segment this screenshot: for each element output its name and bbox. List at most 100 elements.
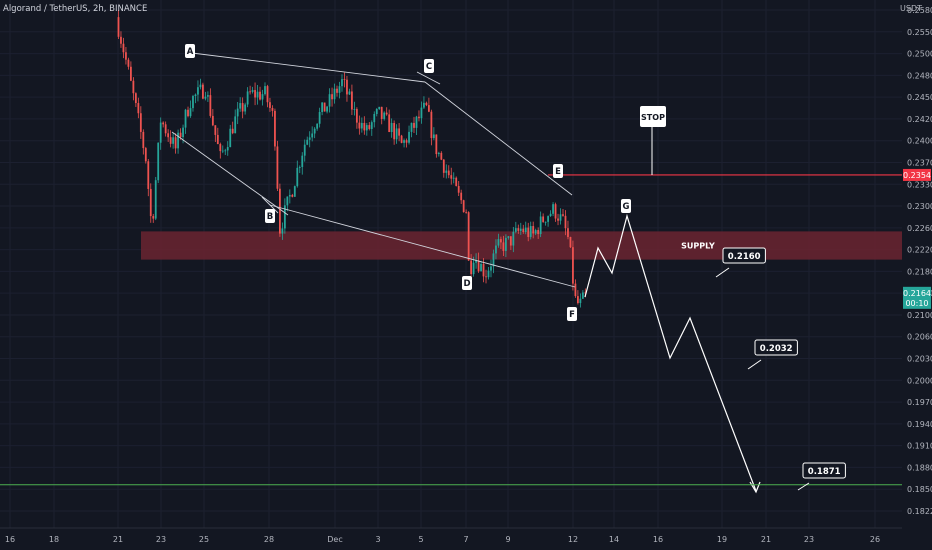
candle-body xyxy=(420,107,423,119)
candle-body xyxy=(554,204,557,219)
point-c-label-text: C xyxy=(426,62,432,72)
candle-body xyxy=(303,144,306,156)
candle-body xyxy=(395,128,398,140)
candle-body xyxy=(184,109,187,128)
point-a-label-text: A xyxy=(187,47,194,57)
candle-body xyxy=(437,152,440,155)
candle-body xyxy=(256,91,259,98)
candle-body xyxy=(524,227,527,232)
candle-body xyxy=(336,88,338,93)
candle-body xyxy=(221,150,224,152)
candle-body xyxy=(162,122,165,125)
candle-body xyxy=(490,266,492,271)
point-e-label-box xyxy=(553,164,563,178)
point-f-label: F xyxy=(567,307,577,321)
point-b-label: B xyxy=(265,209,275,223)
target-2-callout-pointer xyxy=(747,359,762,370)
candle-body xyxy=(211,115,214,126)
candle-body xyxy=(259,91,261,100)
candle-body xyxy=(144,148,147,162)
current-price-badge xyxy=(903,286,931,309)
candle-body xyxy=(147,161,150,189)
time-tick-label: 21 xyxy=(113,535,123,544)
candle-body xyxy=(368,125,371,129)
candle-body xyxy=(288,194,291,197)
candle-body xyxy=(355,109,358,123)
time-tick-label: 19 xyxy=(717,535,727,544)
point-c-label: C xyxy=(424,59,434,73)
candle-body xyxy=(408,131,410,143)
point-g-label-text: G xyxy=(623,202,630,212)
candle-body xyxy=(470,260,473,275)
candle-body xyxy=(435,134,438,155)
current-price-text: 0.2164 xyxy=(903,289,931,298)
candle-body xyxy=(430,111,433,139)
candle-body xyxy=(500,239,502,243)
candle-body xyxy=(405,140,408,143)
target-1-callout-box xyxy=(722,247,766,264)
target-3-callout: 0.1871 xyxy=(797,462,846,491)
time-tick-label: 7 xyxy=(463,535,468,544)
pattern-line-0 xyxy=(191,52,426,83)
point-d-label: D xyxy=(462,276,472,290)
candle-body xyxy=(132,80,135,94)
point-f-label-text: F xyxy=(569,310,575,320)
candle-body xyxy=(572,247,574,284)
time-tick-label: 21 xyxy=(761,535,771,544)
candle-body xyxy=(529,226,532,237)
time-tick-label: 5 xyxy=(418,535,423,544)
candle-body xyxy=(197,87,199,95)
candle-body xyxy=(360,122,363,129)
candle-body xyxy=(383,112,386,119)
candle-body xyxy=(390,122,393,133)
point-g-label-box xyxy=(621,199,631,213)
candle-body xyxy=(172,137,175,144)
candle-body xyxy=(423,102,425,108)
annotation-labels: A B C D E F G 0.2160 0.2032 0.1871 STOP xyxy=(185,44,846,491)
projection-line xyxy=(584,213,757,492)
candle-body xyxy=(264,86,266,95)
candle-body xyxy=(234,116,237,134)
point-e-label: E xyxy=(553,164,563,178)
candle-body xyxy=(547,216,549,222)
target-1-callout-text: 0.2160 xyxy=(728,252,761,262)
candle-body xyxy=(475,260,477,263)
candle-body xyxy=(127,59,130,67)
candle-body xyxy=(353,109,356,110)
candle-body xyxy=(244,104,247,112)
stop-callout-box xyxy=(640,106,666,127)
candle-body xyxy=(296,167,299,187)
candle-body xyxy=(358,122,361,129)
candle-body xyxy=(517,228,520,231)
point-c-label-box xyxy=(424,59,434,73)
candle-body xyxy=(120,36,122,44)
supply-zone-label: SUPPLY xyxy=(681,242,715,251)
candle-body xyxy=(557,218,559,221)
point-a-label: A xyxy=(185,44,195,58)
candle-body xyxy=(522,228,525,232)
time-axis: 16 18 21 23 25 28 Dec 3 5 7 9 12 14 16 19 21 23 26 xyxy=(0,527,932,550)
candle-body xyxy=(283,205,286,229)
candle-body xyxy=(311,133,314,138)
candle-body xyxy=(130,66,132,81)
candle-body xyxy=(139,113,142,132)
candle-body xyxy=(338,86,341,93)
candle-body xyxy=(544,221,547,223)
candle-body xyxy=(199,84,202,88)
candle-body xyxy=(169,137,172,144)
time-tick-label: 12 xyxy=(568,535,578,544)
candle-body xyxy=(343,79,346,80)
candle-body xyxy=(194,94,197,97)
target-3-callout-box xyxy=(802,462,846,479)
countdown-text: 00:10 xyxy=(905,299,928,308)
candle-body xyxy=(254,90,256,98)
time-tick-label: 23 xyxy=(156,535,166,544)
